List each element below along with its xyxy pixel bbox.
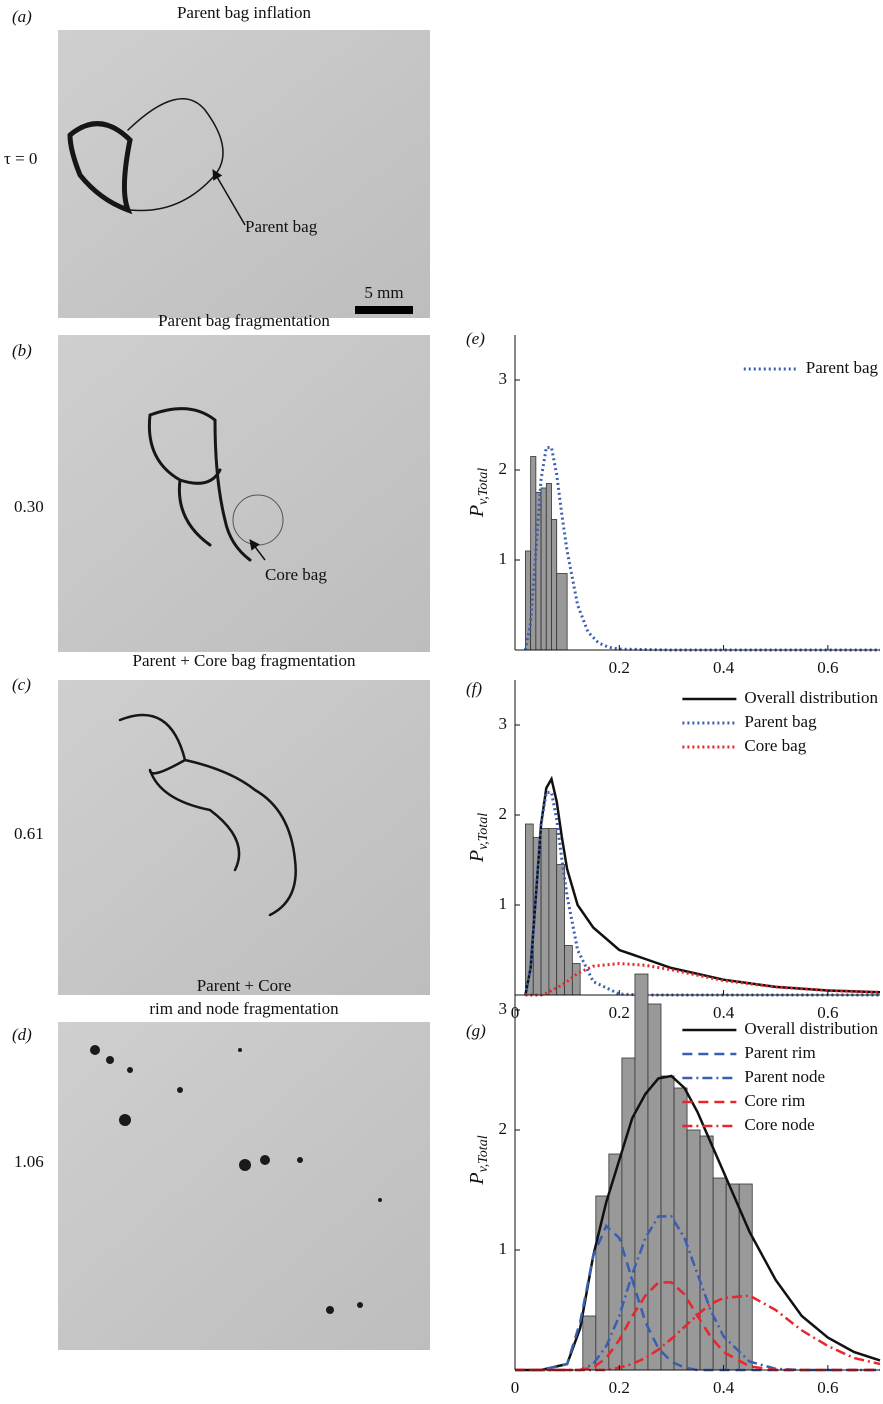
y-tick-label: 3 xyxy=(499,714,508,733)
histogram-bar xyxy=(571,963,581,996)
y-tick-label: 1 xyxy=(499,894,508,913)
histogram-bar xyxy=(699,1135,714,1371)
panel-label: (g) xyxy=(466,1021,486,1040)
histogram-bar xyxy=(540,828,550,996)
histogram-bar xyxy=(564,945,573,996)
bag-rim xyxy=(147,407,252,562)
y-label-main: P xyxy=(466,1172,488,1185)
tau-label: 1.06 xyxy=(14,1152,44,1171)
histogram-bar xyxy=(686,1129,701,1371)
y-tick-label: 2 xyxy=(499,1119,508,1138)
legend-label: Parent bag xyxy=(806,358,879,377)
legend-label: Core node xyxy=(744,1115,814,1134)
curve xyxy=(523,446,880,652)
x-tick-label: 0.6 xyxy=(817,1003,838,1022)
y-label-sub: v,Total xyxy=(476,468,491,505)
legend-label: Parent bag xyxy=(744,712,817,731)
histogram-bar xyxy=(660,1075,675,1371)
y-tick-label: 1 xyxy=(499,1239,508,1258)
x-tick-label: 0.2 xyxy=(609,658,630,677)
histogram-bar xyxy=(530,456,537,651)
scale-label: 5 mm xyxy=(364,283,403,302)
legend-label: Parent node xyxy=(744,1067,825,1086)
photo xyxy=(58,335,430,652)
panel-title: Parent bag fragmentation xyxy=(158,311,330,330)
y-axis-label: Pv,Total xyxy=(466,1135,492,1185)
y-label-main: P xyxy=(466,505,488,518)
x-tick-label: 0.4 xyxy=(713,1003,735,1022)
x-tick-label: 0.4 xyxy=(713,658,735,677)
y-axis-label: Pv,Total xyxy=(466,813,492,863)
legend-label: Overall distribution xyxy=(744,1019,878,1038)
histogram-bar xyxy=(535,492,542,651)
tau-label: τ = 0 xyxy=(4,149,37,168)
y-label-sub: v,Total xyxy=(476,813,491,850)
panel-label: (a) xyxy=(12,7,32,26)
y-tick-label: 1 xyxy=(499,549,508,568)
x-tick-label: 0.6 xyxy=(817,658,838,677)
panel-title: Parent + Core xyxy=(197,976,292,995)
y-axis-label: Pv,Total xyxy=(466,468,492,518)
bag-rim xyxy=(67,121,133,215)
arrow xyxy=(249,539,266,561)
x-tick-label: 0.6 xyxy=(817,1378,838,1397)
y-label-main: P xyxy=(466,850,488,863)
histogram-bar xyxy=(545,483,552,651)
legend-label: Overall distribution xyxy=(744,688,878,707)
y-tick-label: 3 xyxy=(499,369,508,388)
droplets xyxy=(90,1045,382,1314)
scale-bar xyxy=(355,306,413,314)
bag-membrane xyxy=(127,98,224,212)
rim-fragments xyxy=(118,713,297,917)
legend-label: Parent rim xyxy=(744,1043,815,1062)
panel-title: Parent bag inflation xyxy=(177,3,312,22)
histogram-bar xyxy=(551,519,558,651)
panel-label: (f) xyxy=(466,679,482,698)
panel-label: (c) xyxy=(12,675,31,694)
histogram-bar xyxy=(725,1183,740,1371)
histogram-bar xyxy=(540,487,547,651)
histogram-bar xyxy=(647,1003,662,1371)
panel-label: (b) xyxy=(12,341,32,360)
curve xyxy=(524,775,881,996)
photo xyxy=(58,1022,430,1350)
legend-label: Core rim xyxy=(744,1091,805,1110)
y-label-sub: v,Total xyxy=(476,1135,491,1172)
tau-label: 0.30 xyxy=(14,497,44,516)
x-tick-label: 0.2 xyxy=(609,1378,630,1397)
histogram-bar xyxy=(556,573,568,651)
panel-label: (e) xyxy=(466,329,485,348)
legend-label: Core bag xyxy=(744,736,806,755)
tau-label: 0.61 xyxy=(14,824,44,843)
panel-title: rim and node fragmentation xyxy=(149,999,339,1018)
histogram-bar xyxy=(548,828,558,996)
histogram-bar xyxy=(556,864,565,996)
curve xyxy=(525,961,881,997)
y-tick-label: 3 xyxy=(499,999,508,1018)
y-tick-label: 2 xyxy=(499,804,508,823)
panel-title: Parent + Core bag fragmentation xyxy=(133,651,356,670)
arrow xyxy=(212,169,246,226)
x-tick-label: 0.4 xyxy=(713,1378,735,1397)
x-tick-label: 0.2 xyxy=(609,1003,630,1022)
annotation: Parent bag xyxy=(245,217,318,236)
photo xyxy=(58,680,430,995)
y-tick-label: 2 xyxy=(499,459,508,478)
annotation: Core bag xyxy=(265,565,327,584)
x-tick-label: 0 xyxy=(511,1378,520,1397)
panel-label: (d) xyxy=(12,1025,32,1044)
photo xyxy=(58,30,430,318)
